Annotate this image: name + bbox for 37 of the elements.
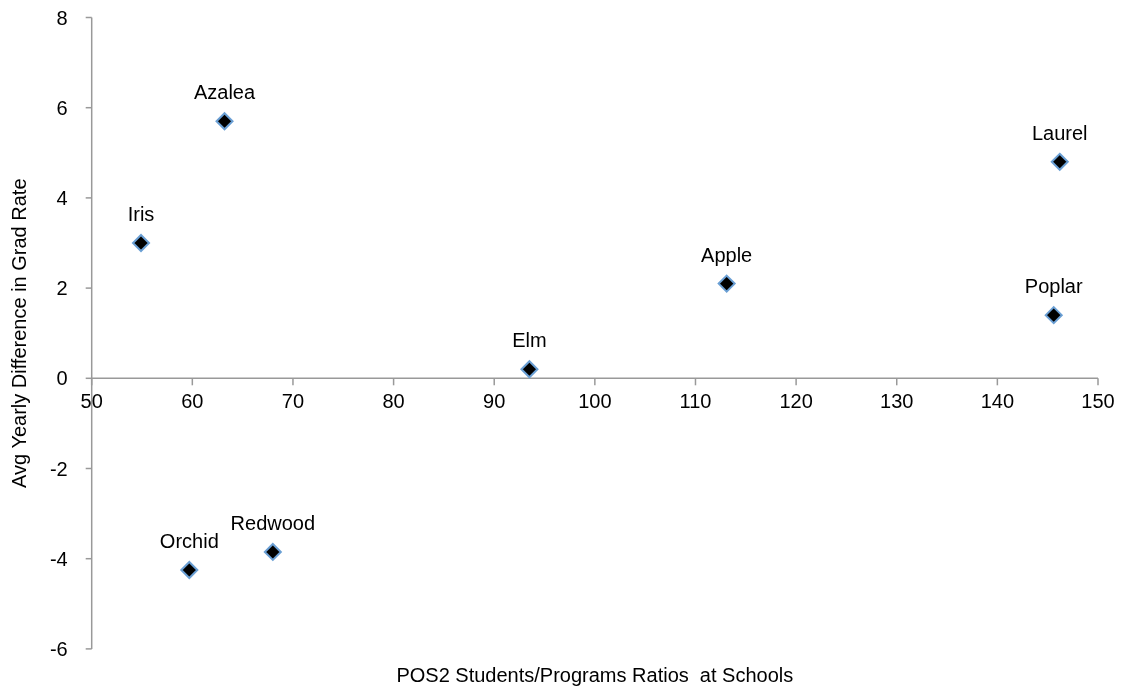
x-tick-label: 70 [281,390,305,413]
point [132,234,151,252]
point [520,360,539,379]
x-tick-label: 100 [578,390,612,413]
x-tick-label: 80 [382,390,405,413]
x-tick-label: 140 [980,390,1015,413]
x-tick-label: 60 [181,390,204,413]
x-tick-label: 90 [483,390,506,413]
y-tick-label: -4 [49,547,68,570]
point [1044,306,1063,325]
y-tick-label: 6 [56,96,68,119]
x-tick-label: 110 [679,390,712,413]
y-tick-label: 8 [56,6,68,29]
annotation: Iris [127,203,155,225]
x-tick-label: 50 [80,390,103,413]
annotation: Azalea [193,81,256,104]
y-tick-label: -2 [49,457,68,480]
x-axis-title: POS2 Students/Programs Ratios at Schools [396,664,794,686]
x-tick-label: 130 [880,390,914,413]
point [717,274,736,293]
annotation: Orchid [159,529,219,552]
annotation: Poplar [1024,275,1083,298]
y-tick-label: 4 [56,186,68,209]
annotation: Elm [512,329,547,352]
point [263,542,282,561]
y-axis-title: Avg Yearly Difference in Grad Rate [8,178,30,488]
x-tick-label: 150 [1081,390,1115,413]
y-tick-label: 0 [56,367,68,390]
annotation: Laurel [1031,121,1088,144]
point [215,112,234,131]
point [1050,152,1069,171]
annotation: Redwood [230,511,316,534]
y-tick-label: -6 [49,637,68,660]
y-tick-label: 2 [56,277,68,300]
annotation: Apple [701,243,753,266]
point [180,560,199,579]
x-tick-label: 120 [779,390,813,413]
